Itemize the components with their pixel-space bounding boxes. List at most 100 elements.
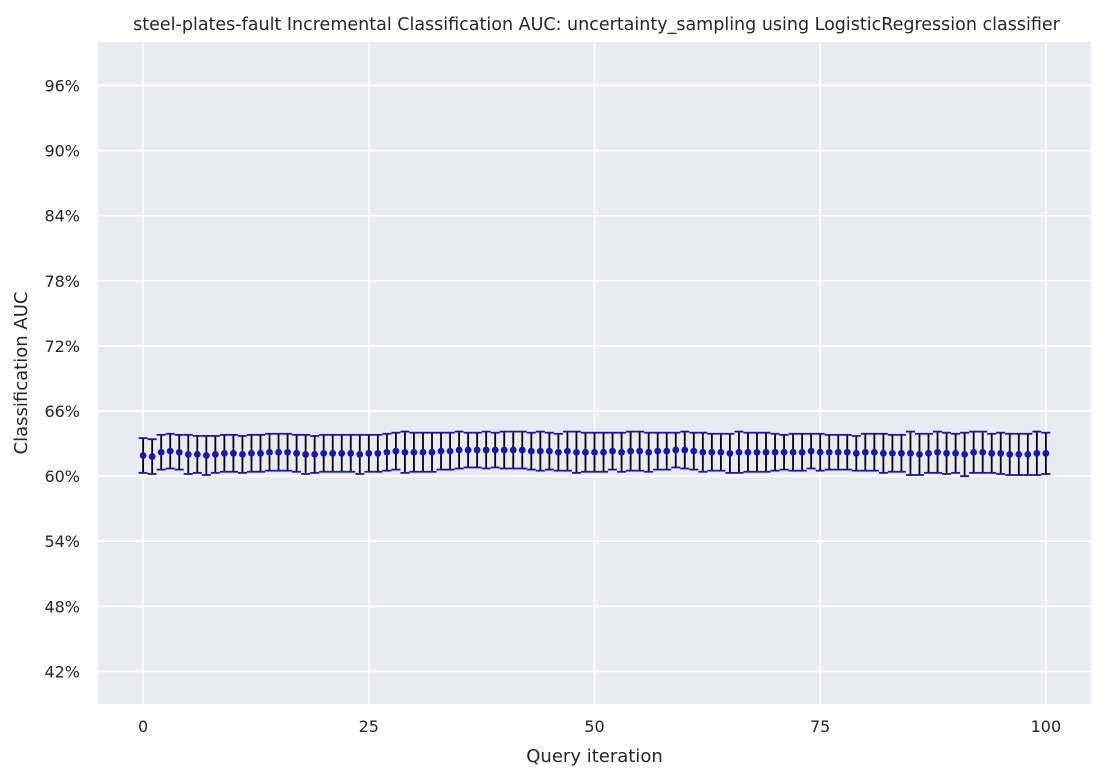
data-point xyxy=(564,447,571,455)
data-point xyxy=(645,448,653,456)
x-tick-label: 50 xyxy=(584,717,604,736)
data-point xyxy=(338,449,346,457)
data-point xyxy=(392,447,400,455)
data-point xyxy=(609,447,616,455)
x-tick-label: 100 xyxy=(1031,717,1062,736)
data-point xyxy=(636,447,644,455)
y-tick-label: 66% xyxy=(44,402,80,421)
data-point xyxy=(401,448,409,456)
data-point xyxy=(807,447,815,455)
data-point xyxy=(157,448,165,456)
data-point xyxy=(275,448,282,456)
data-point xyxy=(753,448,761,456)
data-point xyxy=(166,447,174,455)
data-point xyxy=(284,448,291,456)
data-point xyxy=(843,448,851,456)
data-point xyxy=(175,448,183,456)
data-point xyxy=(320,449,328,457)
y-tick-label: 90% xyxy=(44,142,80,161)
data-point xyxy=(455,446,463,454)
data-point xyxy=(464,446,472,454)
data-point xyxy=(916,450,923,458)
data-point xyxy=(211,450,219,458)
data-point xyxy=(699,448,707,456)
data-point xyxy=(591,448,598,456)
data-point xyxy=(898,449,905,457)
data-point xyxy=(889,449,896,457)
data-point xyxy=(347,449,355,457)
data-point xyxy=(1033,449,1041,457)
data-point xyxy=(184,450,192,458)
data-point xyxy=(952,449,959,457)
data-point xyxy=(970,448,978,456)
data-point xyxy=(202,452,210,459)
data-point xyxy=(148,453,156,460)
data-point xyxy=(266,448,273,456)
data-point xyxy=(482,446,490,454)
data-point xyxy=(798,448,806,456)
data-point xyxy=(446,447,454,455)
data-point xyxy=(834,448,842,456)
data-point xyxy=(762,448,770,456)
data-point xyxy=(934,448,941,456)
data-point xyxy=(735,448,743,456)
data-point xyxy=(988,449,996,457)
data-point xyxy=(708,448,716,456)
data-series xyxy=(138,430,1051,477)
data-point xyxy=(383,448,391,456)
data-point xyxy=(627,447,635,455)
chart-title: steel-plates-fault Incremental Classific… xyxy=(133,15,1060,35)
data-point xyxy=(600,448,607,456)
data-point xyxy=(248,449,255,457)
data-point xyxy=(618,448,625,456)
data-point xyxy=(663,447,671,455)
data-point xyxy=(870,448,878,456)
data-point xyxy=(997,449,1005,457)
data-point xyxy=(1042,449,1050,457)
data-point xyxy=(302,450,310,458)
data-point xyxy=(1006,450,1014,458)
data-point xyxy=(356,450,364,458)
data-point xyxy=(365,449,373,457)
data-point xyxy=(961,450,969,458)
data-point xyxy=(518,446,526,454)
data-point xyxy=(726,449,734,457)
data-point xyxy=(139,452,147,459)
y-axis-label: Classification AUC xyxy=(11,292,32,455)
data-point xyxy=(789,448,797,456)
data-point xyxy=(672,446,680,454)
data-point xyxy=(491,446,499,454)
data-point xyxy=(654,447,662,455)
data-point xyxy=(536,447,544,455)
data-point xyxy=(979,448,987,456)
data-point xyxy=(816,448,824,456)
data-point xyxy=(717,448,725,456)
data-point xyxy=(825,448,833,456)
gridlines xyxy=(98,42,1091,704)
data-point xyxy=(428,448,436,456)
data-point xyxy=(374,449,382,457)
y-tick-label: 78% xyxy=(44,272,80,291)
data-point xyxy=(925,449,932,457)
data-point xyxy=(527,447,535,455)
y-tick-label: 84% xyxy=(44,207,80,226)
data-point xyxy=(573,448,580,456)
x-axis-label: Query iteration xyxy=(526,746,662,767)
data-point xyxy=(1024,450,1032,458)
data-point xyxy=(311,450,319,458)
data-point xyxy=(473,446,481,454)
data-point xyxy=(230,449,237,457)
data-point xyxy=(239,450,246,458)
data-point xyxy=(293,449,300,457)
data-point xyxy=(780,448,788,456)
tick-labels: 42% 48% 54% 60% 66% 72% 78% 84% 90% 96% 0 25 50 75 100 xyxy=(44,76,1061,736)
data-point xyxy=(193,450,201,458)
data-point xyxy=(419,448,427,456)
data-point xyxy=(500,446,508,454)
x-tick-label: 25 xyxy=(359,717,379,736)
data-point xyxy=(509,446,517,454)
x-tick-label: 0 xyxy=(138,717,148,736)
data-point xyxy=(744,448,752,456)
y-tick-label: 96% xyxy=(44,76,80,95)
